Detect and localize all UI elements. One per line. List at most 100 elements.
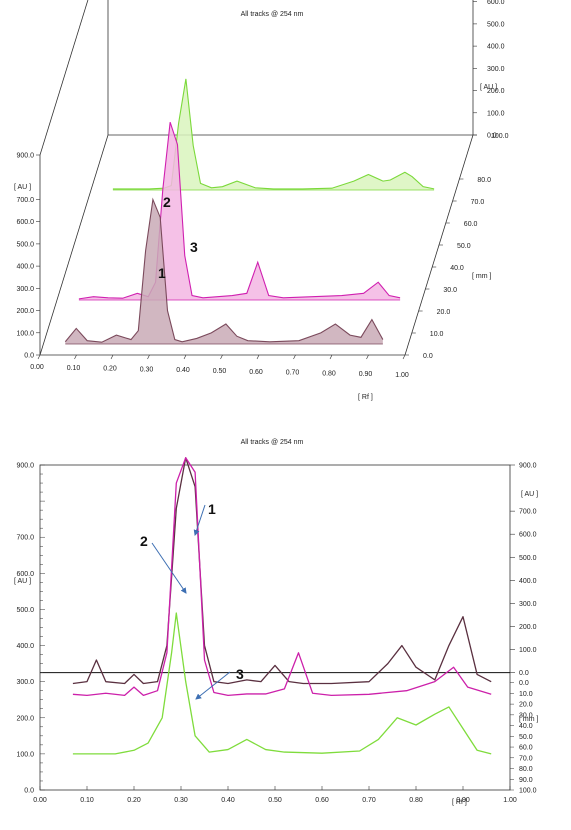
chart-3d: All tracks @ 254 nm 0.0100.0200.0300.040… — [14, 0, 509, 401]
z-tick-label: 50.0 — [457, 243, 471, 250]
z-tick-label: 10.0 — [430, 331, 444, 338]
series-area-2 — [78, 122, 401, 300]
chart-overlay-y-ticks: 0.0 100.0 200.0 300.0 400.0 500.0 600.0 700.0 90… — [16, 463, 34, 795]
x-tick-label: 0.40 — [221, 797, 235, 804]
x-tick-label: 0.70 — [286, 370, 300, 377]
plot-frame — [39, 464, 511, 791]
y-tick-label: 500.0 — [16, 607, 34, 614]
x-tick-label: 0.30 — [140, 366, 154, 373]
chart-overlay-frame — [39, 464, 511, 791]
x-tick — [183, 354, 187, 360]
chart-3d-series — [64, 78, 435, 345]
x-tick — [37, 354, 41, 360]
y-tick-label: 700.0 — [16, 197, 34, 204]
chart-overlay-z-unit: [ mm ] — [519, 716, 538, 723]
top-left-edge — [39, 0, 89, 156]
chart-overlay-x-unit: [ Rf ] — [452, 799, 467, 806]
y-tick-label: 300.0 — [16, 286, 34, 293]
z-tick-label: 70.0 — [519, 755, 533, 762]
z-tick-label: 40.0 — [450, 265, 464, 272]
z-axis-line-left — [39, 134, 109, 356]
series-line-3 — [72, 612, 492, 755]
z-tick-label: 10.0 — [519, 691, 533, 698]
series-area-3 — [112, 78, 435, 190]
z-tick-label: 0.0 — [423, 353, 433, 360]
y-tick-label: 100.0 — [16, 751, 34, 758]
chart-3d-y-unit: [ AU ] — [14, 184, 31, 191]
series-area-1 — [65, 199, 383, 344]
chart-overlay-y-unit: [ AU ] — [14, 578, 31, 585]
x-tick — [74, 354, 77, 360]
z-tick-label: 30.0 — [519, 712, 533, 719]
right-tick-label: 600.0 — [519, 532, 537, 539]
z-tick-label: 0.0 — [519, 680, 529, 687]
chart-overlay-annotation-1: 1 — [208, 501, 216, 517]
chart-overlay-series — [72, 457, 492, 755]
y-tick-label: 0.0 — [24, 353, 34, 360]
chart-overlay: All tracks @ 254 nm 0.0 100.0 200.0 300.0 40… — [14, 439, 538, 806]
x-tick-label: 1.00 — [395, 372, 409, 379]
z-tick-label: 30.0 — [443, 287, 457, 294]
x-tick — [256, 354, 260, 360]
arrow-1 — [193, 504, 206, 536]
x-tick-label: 0.70 — [362, 797, 376, 804]
x-tick-label: 0.80 — [409, 797, 423, 804]
x-tick-label: 0.50 — [268, 797, 282, 804]
back-tick-label: 500.0 — [487, 21, 505, 28]
z-tick-label: 20.0 — [437, 309, 451, 316]
right-tick-label: 100.0 — [519, 647, 537, 654]
y-tick-label: 300.0 — [16, 679, 34, 686]
x-tick — [293, 354, 296, 360]
x-tick-label: 0.10 — [80, 797, 94, 804]
y-tick-label: 100.0 — [16, 330, 34, 337]
z-tick-label: 80.0 — [519, 766, 533, 773]
z-tick-label: 50.0 — [519, 734, 533, 741]
x-tick-label: 0.60 — [249, 369, 263, 376]
chart-3d-annotation-1: 1 — [158, 265, 166, 281]
x-tick — [366, 354, 369, 360]
x-tick — [402, 354, 406, 360]
chart-3d-annotation-2: 2 — [163, 194, 171, 210]
chart-3d-back-ticks: 0.0100.0200.0300.0400.0500.0600.0700.090… — [473, 0, 505, 140]
z-tick-label: 100.0 — [519, 788, 537, 795]
z-tick-label: 20.0 — [519, 702, 533, 709]
z-tick-label: 60.0 — [519, 745, 533, 752]
x-tick-label: 0.60 — [315, 797, 329, 804]
chart-overlay-annotation-3: 3 — [236, 666, 244, 682]
x-tick-label: 0.90 — [456, 797, 470, 804]
z-tick-label: 100.0 — [491, 133, 509, 140]
x-tick-label: 0.80 — [322, 370, 336, 377]
x-tick-label: 0.00 — [33, 797, 47, 804]
series-line-1 — [64, 197, 384, 343]
x-tick-label: 0.30 — [174, 797, 188, 804]
y-tick-label: 200.0 — [16, 715, 34, 722]
back-tick-label: 300.0 — [487, 66, 505, 73]
x-tick-label: 0.00 — [30, 364, 44, 371]
x-tick-label: 0.10 — [67, 365, 81, 372]
back-tick-label: 200.0 — [487, 88, 505, 95]
chart-3d-y-ticks: 0.0 100.0 200.0 300.0 400.0 500.0 600.0 700.0 90… — [16, 153, 40, 360]
x-tick-label: 0.20 — [103, 366, 117, 373]
y-tick-label: 900.0 — [16, 153, 34, 160]
arrow-2 — [151, 542, 187, 594]
z-tick-label: 90.0 — [519, 777, 533, 784]
chart-3d-annotation-3: 3 — [190, 239, 198, 255]
series-line-3 — [112, 78, 435, 190]
y-tick-label: 900.0 — [16, 463, 34, 470]
chart-3d-back-unit: [ AU ] — [480, 84, 497, 91]
back-tick-label: 0.0 — [487, 133, 497, 140]
z-tick-label: 60.0 — [464, 221, 478, 228]
back-tick-label: 400.0 — [487, 44, 505, 51]
z-tick-label: 80.0 — [477, 177, 491, 184]
z-tick-label: 40.0 — [519, 723, 533, 730]
x-tick-label: 0.20 — [127, 797, 141, 804]
right-tick-label: 0.0 — [519, 670, 529, 677]
y-tick-label: 600.0 — [16, 571, 34, 578]
chart-overlay-arrows — [151, 504, 231, 700]
y-tick-label: 400.0 — [16, 643, 34, 650]
series-line-2 — [78, 122, 401, 300]
x-tick — [329, 354, 333, 360]
chart-overlay-title: All tracks @ 254 nm — [241, 439, 304, 446]
x-tick-label: 0.90 — [359, 371, 373, 378]
x-tick — [110, 354, 114, 360]
